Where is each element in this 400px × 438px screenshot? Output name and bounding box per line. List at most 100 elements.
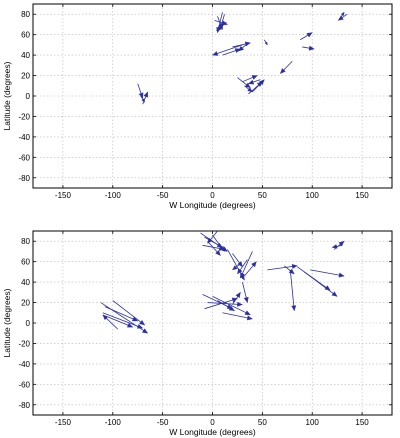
vector-arrowhead (131, 316, 139, 322)
vector-shaft (204, 298, 238, 310)
vector-arrowhead (143, 91, 149, 98)
vector-arrowhead (240, 272, 245, 279)
vector-shaft (297, 266, 331, 291)
wind-vector (142, 91, 149, 105)
y-tick-label: -20 (18, 112, 30, 121)
wind-vector (212, 44, 243, 56)
wind-vector (331, 244, 343, 249)
chart-panel-1: -150 -100 -50 0 50 100 150 -80 -60 -40 -20 0 20 40 60 8… (2, 3, 393, 210)
y-tick-label: 40 (21, 51, 30, 60)
wind-vector (104, 306, 139, 322)
vector-arrowhead (216, 25, 223, 31)
vector-arrowhead (331, 244, 338, 249)
vector-arrowhead (306, 32, 313, 38)
vector-arrowhead (243, 296, 249, 303)
wind-vector (232, 263, 241, 271)
wind-vector (242, 75, 258, 83)
vector-shaft (289, 269, 295, 311)
x-axis-label: W Longitude (degrees) (169, 427, 256, 437)
wind-vector (242, 282, 249, 303)
vector-arrowhead (221, 20, 228, 26)
wind-vector (207, 301, 243, 307)
y-tick-label: 0 (26, 92, 31, 101)
wind-vector (248, 81, 263, 95)
vector-arrowhead (340, 11, 345, 16)
wind-vector (202, 244, 225, 251)
vector-arrowhead (331, 291, 338, 297)
wind-vector (280, 60, 293, 74)
vector-shaft (104, 306, 138, 322)
x-tick-label: 100 (306, 191, 320, 200)
y-tick-label: 60 (21, 258, 30, 267)
vector-arrowhead (136, 323, 144, 329)
vector-shaft (112, 300, 145, 326)
vector-arrowhead (234, 48, 241, 53)
x-tick-label: 0 (210, 191, 215, 200)
vector-arrowhead (139, 319, 145, 326)
wind-vector (297, 266, 331, 291)
wind-vector (216, 22, 227, 31)
x-tick-label: -150 (55, 418, 72, 427)
x-tick-label: 0 (210, 418, 215, 427)
y-axis-label: Latitude (degrees) (2, 61, 12, 130)
wind-vector (232, 292, 241, 305)
vector-arrowhead (207, 237, 213, 244)
wind-vector (207, 240, 221, 256)
vector-shaft (212, 296, 251, 316)
wind-vector (207, 230, 218, 244)
wind-vector (284, 265, 295, 275)
vector-arrowhead (291, 263, 298, 269)
wind-vector (107, 316, 134, 328)
wind-vector (264, 39, 268, 46)
y-tick-label: 80 (21, 10, 30, 19)
wind-vector (240, 251, 253, 279)
y-tick-label: 0 (26, 319, 31, 328)
y-tick-label: -80 (18, 401, 30, 410)
vector-arrowhead (337, 15, 344, 21)
wind-vector (310, 269, 345, 278)
vector-arrowhead (264, 41, 268, 46)
y-tick-label: 20 (21, 299, 30, 308)
wind-vector (267, 263, 298, 271)
vector-shaft (102, 312, 143, 329)
vector-shaft (212, 44, 243, 56)
wind-vector (102, 314, 119, 330)
wind-vector (302, 45, 315, 51)
wind-vector (300, 32, 313, 41)
vector-arrowhead (280, 68, 286, 74)
vector-arrowhead (246, 315, 253, 321)
vector-arrowhead (251, 261, 257, 268)
wind-vector (248, 79, 261, 85)
wind-vector (337, 13, 348, 21)
x-tick-label: 150 (355, 418, 369, 427)
y-tick-label: -40 (18, 133, 30, 142)
y-tick-label: 60 (21, 31, 30, 40)
wind-vector (237, 259, 248, 275)
wind-vector (212, 296, 251, 316)
vector-arrowhead (102, 314, 109, 321)
vector-arrowhead (212, 51, 219, 56)
wind-vector (237, 77, 251, 89)
wind-vector (289, 269, 297, 312)
wind-vector (222, 312, 253, 321)
vector-arrowhead (291, 305, 297, 312)
vector-shaft (310, 269, 345, 277)
wind-vector (222, 48, 241, 56)
vector-arrowhead (338, 240, 345, 247)
x-tick-label: 100 (306, 418, 320, 427)
wind-vector (244, 85, 253, 93)
vector-arrowhead (142, 328, 148, 334)
vector-arrowhead (248, 79, 255, 85)
vector-arrowhead (237, 301, 243, 307)
vector-arrowhead (288, 268, 295, 275)
vector-arrowhead (324, 285, 331, 291)
vector-arrowhead (244, 310, 251, 315)
y-tick-label: -40 (18, 360, 30, 369)
x-axis-label: W Longitude (degrees) (169, 200, 256, 210)
y-tick-label: 80 (21, 237, 30, 246)
y-tick-label: -20 (18, 339, 30, 348)
vector-arrowhead (228, 305, 235, 311)
vector-arrowhead (235, 292, 241, 299)
x-tick-label: -150 (55, 191, 72, 200)
